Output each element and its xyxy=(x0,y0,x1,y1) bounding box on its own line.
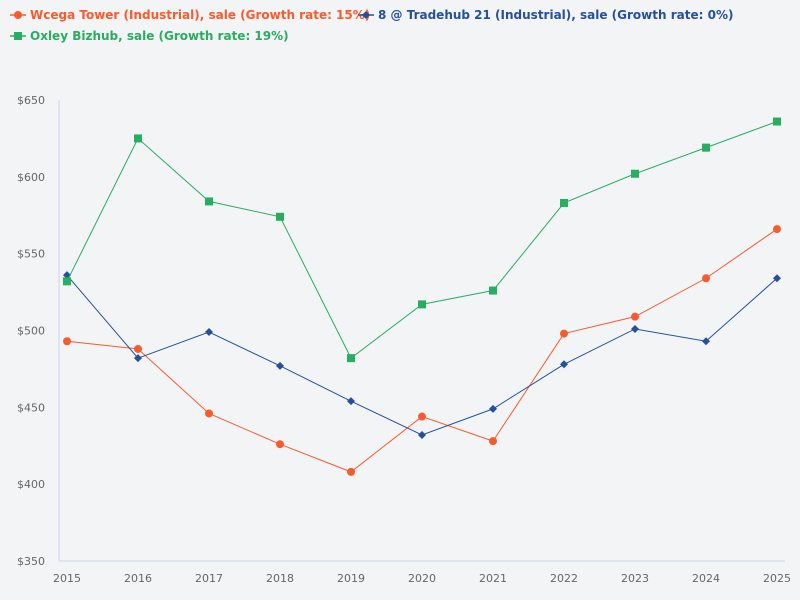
data-point xyxy=(631,169,639,178)
data-point xyxy=(134,134,142,143)
x-tick-label: 2025 xyxy=(763,572,791,585)
data-point xyxy=(489,286,497,295)
data-point xyxy=(205,197,213,206)
data-point xyxy=(773,117,781,126)
series-line xyxy=(66,121,778,359)
legend-label: Oxley Bizhub, sale (Growth rate: 19%) xyxy=(30,29,289,43)
diamond-marker-icon xyxy=(358,11,374,19)
legend-label: Wcega Tower (Industrial), sale (Growth r… xyxy=(30,8,371,22)
legend-item-oxley[interactable]: Oxley Bizhub, sale (Growth rate: 19%) xyxy=(10,29,289,43)
x-tick-label: 2016 xyxy=(124,572,152,585)
data-point xyxy=(489,404,497,413)
legend-label: 8 @ Tradehub 21 (Industrial), sale (Grow… xyxy=(378,8,734,22)
y-tick-label: $400 xyxy=(17,478,45,491)
data-point xyxy=(418,300,426,309)
x-tick-label: 2022 xyxy=(550,572,578,585)
y-tick-label: $350 xyxy=(17,555,45,568)
data-point xyxy=(347,397,355,406)
data-point xyxy=(205,328,213,337)
x-tick-label: 2021 xyxy=(479,572,507,585)
x-tick-label: 2015 xyxy=(53,572,81,585)
y-tick-label: $550 xyxy=(17,248,45,261)
data-point xyxy=(205,409,213,418)
x-tick-label: 2018 xyxy=(266,572,294,585)
data-point xyxy=(560,329,568,338)
legend-item-tradehub[interactable]: 8 @ Tradehub 21 (Industrial), sale (Grow… xyxy=(358,8,733,22)
y-tick-label: $450 xyxy=(17,401,45,414)
data-point xyxy=(63,277,71,286)
data-point xyxy=(276,440,284,449)
data-point xyxy=(702,143,710,152)
legend-item-wcega[interactable]: Wcega Tower (Industrial), sale (Growth r… xyxy=(10,8,370,22)
data-point xyxy=(134,344,142,353)
data-point xyxy=(347,354,355,363)
x-tick-label: 2024 xyxy=(692,572,720,585)
square-marker-icon xyxy=(10,32,26,40)
series-line xyxy=(66,274,778,436)
data-point xyxy=(631,324,639,333)
data-point xyxy=(702,274,710,283)
data-point xyxy=(63,337,71,346)
y-tick-label: $650 xyxy=(17,94,45,107)
data-point xyxy=(773,225,781,234)
data-point xyxy=(560,360,568,369)
circle-marker-icon xyxy=(10,11,26,19)
data-point xyxy=(631,312,639,321)
data-point xyxy=(134,354,142,363)
data-point xyxy=(347,467,355,476)
data-point xyxy=(560,198,568,207)
y-tick-label: $500 xyxy=(17,325,45,338)
x-tick-label: 2020 xyxy=(408,572,436,585)
data-point xyxy=(276,361,284,370)
data-point xyxy=(418,412,426,421)
x-tick-label: 2017 xyxy=(195,572,223,585)
y-tick-label: $600 xyxy=(17,171,45,184)
data-point xyxy=(276,212,284,221)
data-point xyxy=(773,274,781,283)
data-point xyxy=(418,430,426,439)
data-point xyxy=(702,337,710,346)
x-tick-label: 2019 xyxy=(337,572,365,585)
x-tick-label: 2023 xyxy=(621,572,649,585)
data-point xyxy=(489,437,497,446)
